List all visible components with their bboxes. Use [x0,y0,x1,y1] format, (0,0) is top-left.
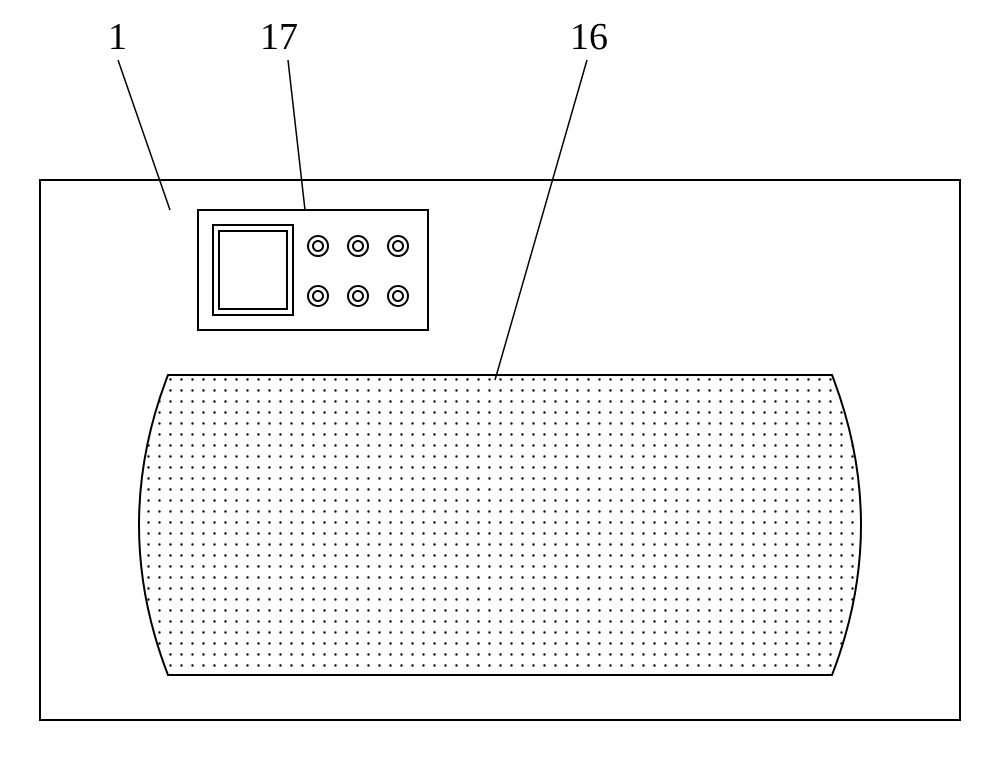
control-panel-screen-inner [219,231,287,309]
knob-outer [388,286,408,306]
callout-line [118,60,170,210]
knob-outer [308,286,328,306]
callout-line [495,60,587,380]
callout-label-1: 1 [108,15,127,59]
diagram-svg [0,0,1000,770]
callout-label-16: 16 [570,15,608,59]
knob-inner [313,291,323,301]
technical-diagram: 1 17 16 [0,0,1000,770]
knob-outer [348,236,368,256]
callout-line [288,60,305,210]
knob-inner [353,291,363,301]
knob-inner [313,241,323,251]
knob-outer [388,236,408,256]
knob-outer [308,236,328,256]
control-panel-screen-outer [213,225,293,315]
control-panel [198,210,428,330]
control-panel-knobs [308,236,408,306]
callout-label-17: 17 [260,15,298,59]
callout-lines [118,60,587,380]
knob-inner [393,291,403,301]
barrel-shape [110,375,890,675]
knob-inner [353,241,363,251]
knob-inner [393,241,403,251]
knob-outer [348,286,368,306]
